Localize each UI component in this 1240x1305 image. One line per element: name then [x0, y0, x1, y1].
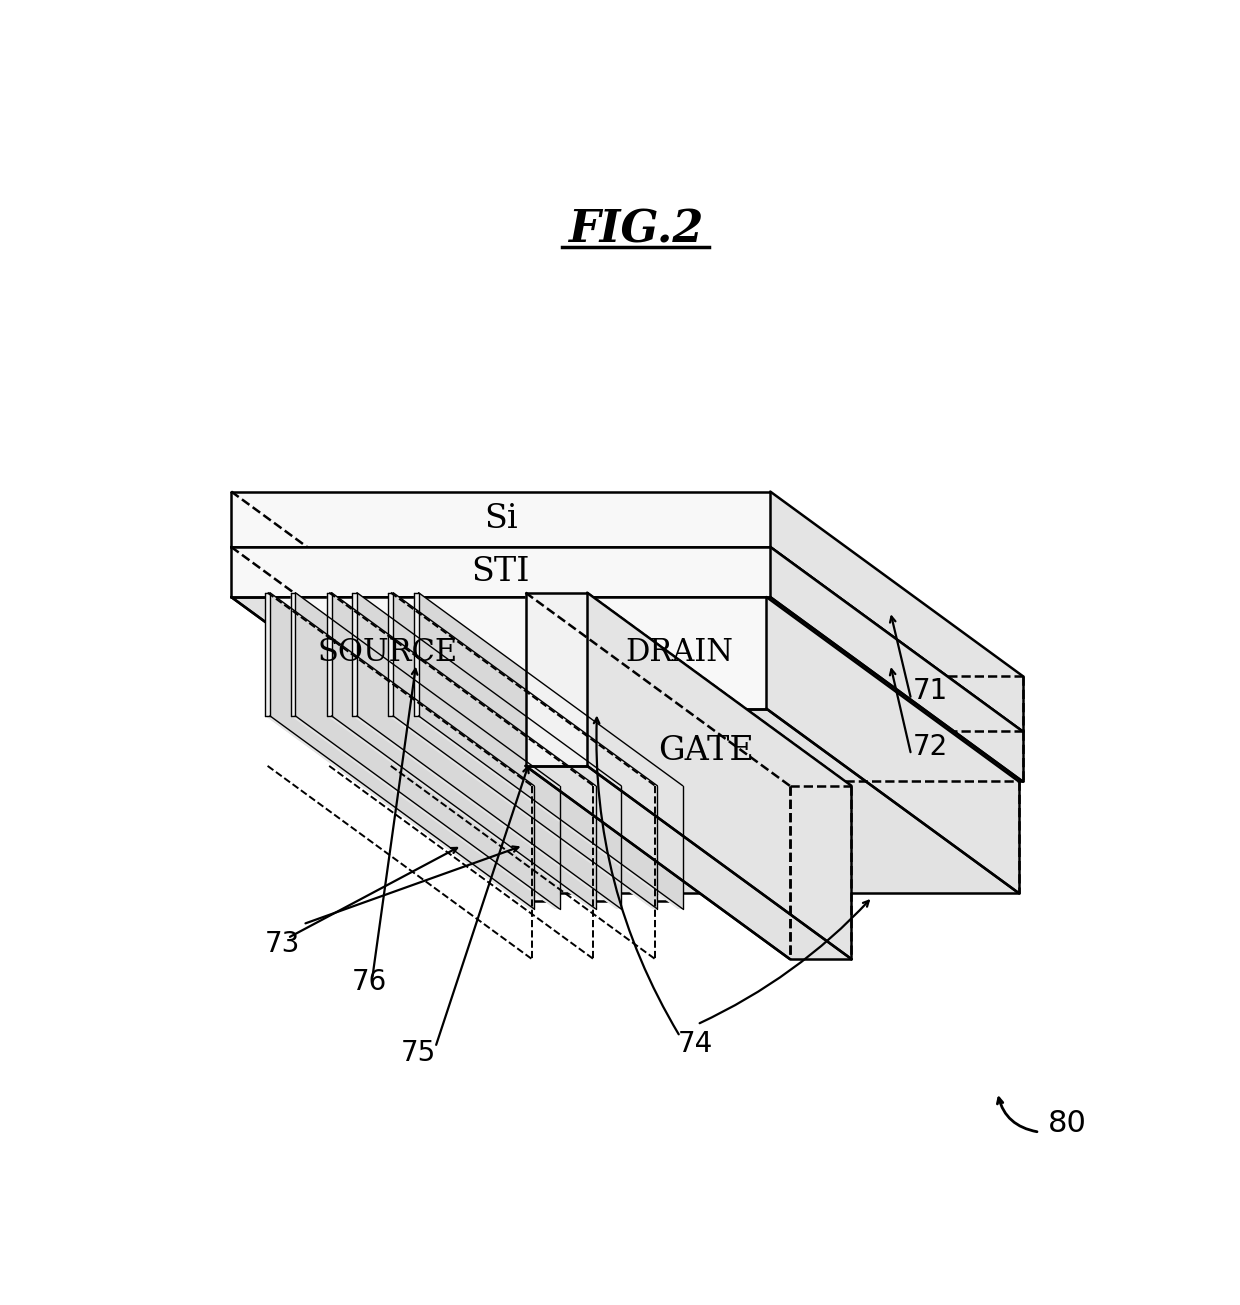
Polygon shape: [397, 598, 672, 782]
Polygon shape: [358, 598, 610, 900]
Polygon shape: [414, 592, 683, 786]
Polygon shape: [335, 598, 588, 900]
Polygon shape: [274, 598, 296, 716]
Polygon shape: [790, 786, 852, 959]
Polygon shape: [678, 786, 683, 910]
Polygon shape: [414, 592, 419, 716]
Polygon shape: [290, 716, 559, 910]
Polygon shape: [526, 782, 549, 900]
Text: 80: 80: [1048, 1109, 1086, 1138]
Polygon shape: [397, 716, 672, 900]
Polygon shape: [331, 592, 595, 910]
Polygon shape: [388, 592, 657, 786]
Polygon shape: [529, 786, 534, 910]
Text: STI: STI: [471, 556, 529, 589]
Text: 71: 71: [913, 677, 947, 706]
Polygon shape: [526, 592, 790, 959]
Polygon shape: [231, 547, 770, 598]
Polygon shape: [274, 598, 549, 782]
Polygon shape: [274, 598, 526, 900]
Text: SOURCE: SOURCE: [317, 637, 458, 668]
Polygon shape: [335, 598, 358, 716]
Polygon shape: [397, 598, 649, 900]
Polygon shape: [327, 716, 595, 910]
Polygon shape: [352, 592, 621, 786]
Polygon shape: [593, 598, 766, 709]
Polygon shape: [522, 782, 787, 893]
Text: GATE: GATE: [658, 736, 754, 767]
Polygon shape: [335, 598, 610, 782]
Polygon shape: [526, 592, 588, 766]
Polygon shape: [846, 782, 1018, 893]
Text: 75: 75: [401, 1039, 436, 1067]
Polygon shape: [420, 598, 672, 900]
Text: FIG.2: FIG.2: [568, 209, 703, 252]
Polygon shape: [270, 592, 534, 910]
Polygon shape: [231, 547, 1023, 731]
Polygon shape: [593, 598, 1018, 782]
Polygon shape: [556, 786, 559, 910]
Polygon shape: [274, 716, 549, 900]
Polygon shape: [536, 598, 787, 893]
Polygon shape: [270, 709, 787, 893]
Polygon shape: [270, 598, 787, 782]
Polygon shape: [265, 592, 534, 786]
Polygon shape: [393, 592, 657, 910]
Polygon shape: [265, 592, 270, 716]
Polygon shape: [352, 592, 616, 910]
Polygon shape: [414, 592, 678, 910]
Polygon shape: [296, 598, 549, 900]
Polygon shape: [265, 716, 534, 910]
Polygon shape: [591, 786, 595, 910]
Polygon shape: [588, 592, 852, 959]
Polygon shape: [388, 592, 393, 716]
Polygon shape: [766, 598, 1018, 893]
Polygon shape: [231, 492, 770, 547]
Polygon shape: [270, 598, 536, 709]
Polygon shape: [352, 592, 357, 716]
Polygon shape: [484, 731, 1023, 782]
Polygon shape: [770, 547, 1023, 782]
Polygon shape: [388, 716, 657, 910]
Polygon shape: [231, 598, 1023, 782]
Polygon shape: [593, 709, 1018, 893]
Polygon shape: [388, 592, 652, 910]
Text: 73: 73: [264, 930, 300, 958]
Polygon shape: [526, 592, 852, 786]
Polygon shape: [295, 592, 559, 910]
Polygon shape: [352, 716, 621, 910]
Polygon shape: [290, 592, 556, 910]
Polygon shape: [327, 592, 591, 910]
Polygon shape: [616, 786, 621, 910]
Text: 72: 72: [913, 733, 947, 761]
Polygon shape: [265, 592, 529, 910]
Text: 74: 74: [678, 1030, 713, 1058]
Polygon shape: [526, 766, 852, 959]
Polygon shape: [231, 492, 484, 731]
Polygon shape: [270, 598, 522, 893]
Text: 76: 76: [352, 968, 387, 996]
Polygon shape: [335, 716, 610, 900]
Polygon shape: [770, 492, 1023, 731]
Polygon shape: [593, 598, 846, 893]
Polygon shape: [231, 547, 1023, 731]
Polygon shape: [231, 547, 484, 782]
Polygon shape: [414, 716, 683, 910]
Polygon shape: [327, 592, 331, 716]
Polygon shape: [649, 782, 672, 900]
Text: DRAIN: DRAIN: [626, 637, 734, 668]
Polygon shape: [357, 592, 621, 910]
Polygon shape: [652, 786, 657, 910]
Polygon shape: [290, 592, 295, 716]
Polygon shape: [419, 592, 683, 910]
Polygon shape: [327, 592, 595, 786]
Polygon shape: [231, 492, 1023, 676]
Polygon shape: [397, 598, 420, 716]
Polygon shape: [588, 782, 610, 900]
Polygon shape: [484, 676, 1023, 731]
Text: Si: Si: [484, 504, 517, 535]
Polygon shape: [290, 592, 559, 786]
